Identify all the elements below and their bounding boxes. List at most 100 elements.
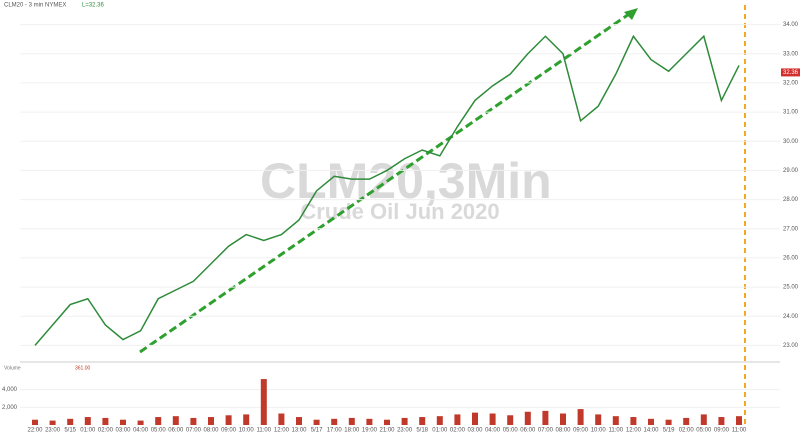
volume-bar: [32, 419, 38, 425]
volume-bar: [190, 417, 197, 425]
volume-bar: [260, 379, 267, 425]
volume-bar: [84, 417, 91, 425]
x-tick-label: 05:00: [503, 428, 519, 434]
x-tick-label: 21:00: [379, 428, 395, 434]
volume-bar: [718, 417, 725, 425]
volume-bar: [401, 417, 408, 425]
x-tick-label: 09:00: [714, 428, 730, 434]
last-price-label: 32.36: [783, 70, 799, 76]
x-tick-label: 12:00: [626, 428, 642, 434]
y-tick-label: 25.00: [783, 285, 799, 291]
volume-bar: [172, 416, 179, 425]
volume-bar: [155, 417, 162, 425]
x-tick-label: 06:00: [168, 428, 184, 434]
x-tick-label: 22:00: [27, 428, 43, 434]
volume-bar: [700, 414, 707, 425]
x-tick-label: 11:00: [609, 428, 624, 434]
volume-bar: [225, 415, 232, 425]
x-tick-label: 03:00: [467, 428, 483, 434]
volume-bar: [630, 417, 637, 425]
volume-bar: [577, 409, 584, 425]
volume-bar: [665, 419, 672, 425]
x-tick-label: 11:00: [257, 428, 272, 434]
y-tick-label: 23.00: [783, 343, 799, 349]
x-tick-label: 11:00: [732, 428, 747, 434]
volume-bar: [595, 414, 602, 425]
x-tick-label: 02:00: [679, 428, 695, 434]
x-tick-label: 08:00: [203, 428, 219, 434]
x-tick-label: 02:00: [98, 428, 114, 434]
volume-bar: [736, 416, 742, 425]
volume-bar: [507, 415, 514, 425]
x-tick-label: 01:00: [432, 428, 448, 434]
price-line: [34, 34, 740, 346]
x-tick-label: 07:00: [186, 428, 202, 434]
volume-bar: [366, 418, 373, 425]
x-tick-label: 05:00: [151, 428, 167, 434]
header: CLM20 - 3 min NYMEX: [4, 3, 66, 9]
x-tick-label: 17:00: [327, 428, 343, 434]
volume-bar: [542, 410, 549, 425]
volume-bar: [683, 417, 690, 425]
volume-bar: [331, 418, 338, 425]
x-tick-label: 02:00: [450, 428, 466, 434]
y-tick-label: 28.00: [783, 197, 799, 203]
volume-bar: [560, 413, 566, 425]
x-tick-label: 18:00: [344, 428, 360, 434]
volume-bar: [384, 419, 390, 425]
x-tick-label: 04:00: [485, 428, 501, 434]
x-tick-label: 09:00: [573, 428, 589, 434]
y-tick-label: 27.00: [783, 226, 799, 232]
header-last: L=32.36: [82, 3, 105, 9]
volume-bar: [313, 419, 320, 425]
volume-bar: [612, 416, 619, 425]
y-tick-label: 34.00: [783, 22, 799, 28]
y-tick-label: 31.00: [783, 110, 799, 116]
volume-bar: [454, 414, 461, 425]
x-tick-label: 09:00: [221, 428, 237, 434]
volume-bar: [436, 416, 443, 425]
x-tick-label: 14:00: [643, 428, 659, 434]
y-tick-label: 33.00: [783, 51, 799, 57]
volume-bar: [648, 418, 654, 425]
volume-bar: [137, 420, 144, 425]
last-price-box: [781, 68, 800, 77]
y-tick-label: 32.00: [783, 80, 799, 86]
volume-bar: [49, 420, 56, 425]
x-tick-label: 07:00: [538, 428, 554, 434]
x-tick-label: 5/15: [64, 428, 76, 434]
x-tick-label: 13:00: [291, 428, 307, 434]
volume-bar: [243, 414, 250, 425]
volume-bar: [67, 418, 74, 425]
volume-bar: [472, 412, 478, 425]
x-tick-label: 12:00: [274, 428, 290, 434]
volume-bar: [348, 417, 355, 425]
x-tick-label: 04:00: [133, 428, 149, 434]
volume-bar: [120, 419, 126, 425]
volume-bar: [208, 417, 214, 425]
y-tick-label: 30.00: [783, 139, 799, 145]
volume-tick-label: 2,000: [2, 405, 18, 411]
y-tick-label: 29.00: [783, 168, 799, 174]
volume-bar: [524, 411, 531, 425]
volume-last: 361.00: [75, 365, 91, 371]
volume-bar: [278, 413, 285, 425]
x-tick-label: 23:00: [397, 428, 413, 434]
y-tick-label: 24.00: [783, 314, 799, 320]
x-tick-label: 5/17: [311, 428, 323, 434]
x-tick-label: 5/18: [416, 428, 428, 434]
volume-bar: [296, 417, 302, 425]
x-tick-label: 5/19: [663, 428, 675, 434]
x-tick-label: 19:00: [362, 428, 378, 434]
x-tick-label: 05:00: [696, 428, 712, 434]
volume-bar: [489, 413, 496, 425]
x-tick-label: 10:00: [239, 428, 255, 434]
x-tick-label: 10:00: [591, 428, 607, 434]
volume-bar: [102, 417, 109, 425]
x-tick-label: 23:00: [45, 428, 61, 434]
x-tick-label: 08:00: [555, 428, 571, 434]
x-tick-label: 01:00: [80, 428, 96, 434]
volume-tick-label: 4,000: [2, 387, 18, 393]
